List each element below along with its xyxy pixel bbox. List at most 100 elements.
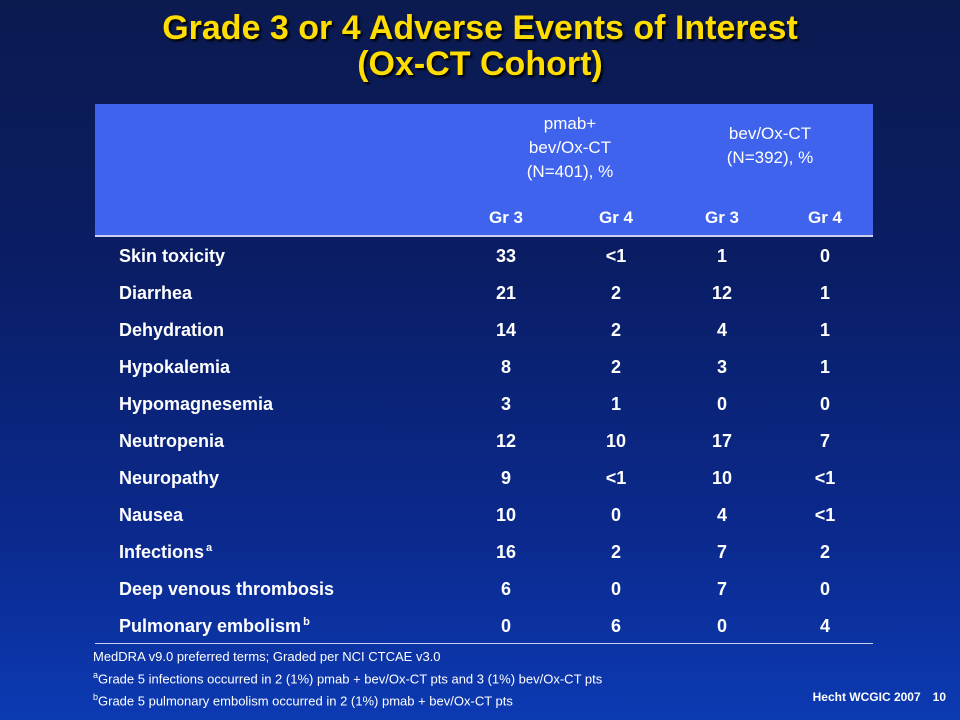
footnote-3-marker: b <box>93 692 99 703</box>
table-row: Neuropathy 9 <1 10 <1 <box>0 462 960 498</box>
table-cell: 2 <box>610 357 621 377</box>
table-cell: 0 <box>610 579 621 599</box>
table-cell: 10 <box>711 468 733 488</box>
group2-line-1: bev/Ox-CT <box>728 124 812 143</box>
table-cell: 1 <box>610 394 621 414</box>
table-cell: 0 <box>819 394 830 414</box>
table-row: Nausea 10 0 4 <1 <box>0 499 960 535</box>
table-cell: 7 <box>716 579 727 599</box>
row-label: Diarrhea <box>119 283 192 304</box>
row-label-text: Hypomagnesemia <box>119 394 274 414</box>
table-cell: 4 <box>819 616 830 636</box>
table-cell: 0 <box>500 616 511 636</box>
group1-line-2: bev/Ox-CT <box>528 138 612 157</box>
table-cell: 7 <box>819 431 830 451</box>
table-cell: 3 <box>500 394 511 414</box>
table-cell: 0 <box>716 616 727 636</box>
row-label-text: Skin toxicity <box>119 246 226 266</box>
footnote-1: MedDRA v9.0 preferred terms; Graded per … <box>93 649 441 664</box>
table-cell: 1 <box>819 320 830 340</box>
row-label-text: Neuropathy <box>119 468 220 488</box>
table-row: Hypokalemia 8 2 3 1 <box>0 351 960 387</box>
slide-footer: Hecht WCGIC 2007 10 <box>801 690 946 704</box>
row-label: Hypomagnesemia <box>119 394 273 415</box>
group1-line-1: pmab+ <box>543 114 597 133</box>
table-row: Neutropenia 12 10 17 7 <box>0 425 960 461</box>
table-cell: 10 <box>495 505 517 525</box>
table-row: Skin toxicity 33 <1 1 0 <box>0 240 960 276</box>
row-label: Skin toxicity <box>119 246 225 267</box>
table-cell: 3 <box>716 357 727 377</box>
table-cell: 16 <box>495 542 517 562</box>
table-row: Hypomagnesemia 3 1 0 0 <box>0 388 960 424</box>
row-label-text: Dehydration <box>119 320 225 340</box>
table-row: Dehydration 14 2 4 1 <box>0 314 960 350</box>
table-cell: 2 <box>610 542 621 562</box>
table-cell: 2 <box>610 283 621 303</box>
title-line-2: (Ox-CT Cohort) <box>357 45 603 83</box>
table-bottom-divider <box>95 643 873 644</box>
header-divider <box>95 235 873 237</box>
table-cell: 14 <box>495 320 517 340</box>
table-cell: 33 <box>495 246 517 266</box>
table-row: Pulmonary embolism b 0 6 0 4 <box>0 610 960 646</box>
subheader-gr3-bev: Gr 3 <box>704 208 740 227</box>
row-label: Neuropathy <box>119 468 219 489</box>
row-label-footnote-marker: a <box>206 542 213 554</box>
table-cell: 2 <box>819 542 830 562</box>
table-row: Deep venous thrombosis 6 0 7 0 <box>0 573 960 609</box>
row-label-text: Infections <box>119 542 205 562</box>
row-label: Pulmonary embolism b <box>119 616 310 637</box>
column-group-pmab: pmab+ bev/Ox-CT (N=401), % <box>455 112 685 184</box>
table-cell: <1 <box>814 468 836 488</box>
footnote-2-marker: a <box>93 670 99 680</box>
title-line-1: Grade 3 or 4 Adverse Events of Interest <box>162 9 798 47</box>
table-cell: 1 <box>819 357 830 377</box>
table-cell: 10 <box>605 431 627 451</box>
table-cell: 21 <box>495 283 517 303</box>
footnote-2-text: Grade 5 infections occurred in 2 (1%) pm… <box>98 671 603 687</box>
group1-line-3: (N=401), % <box>526 162 614 181</box>
table-cell: 17 <box>711 431 733 451</box>
column-group-bev: bev/Ox-CT (N=392), % <box>665 122 875 170</box>
row-label: Hypokalemia <box>119 357 230 378</box>
table-cell: 1 <box>819 283 830 303</box>
table-cell: 4 <box>716 320 727 340</box>
table-cell: 0 <box>716 394 727 414</box>
page-number: 10 <box>932 690 946 704</box>
table-cell: 9 <box>500 468 511 488</box>
table-cell: 0 <box>610 505 621 525</box>
table-cell: 7 <box>716 542 727 562</box>
subheader-gr4-pmab: Gr 4 <box>598 208 634 227</box>
row-label: Dehydration <box>119 320 224 341</box>
group2-line-2: (N=392), % <box>726 148 814 167</box>
row-label-footnote-marker: b <box>303 616 310 628</box>
table-cell: 0 <box>819 579 830 599</box>
row-label-text: Diarrhea <box>119 283 193 303</box>
table-cell: 6 <box>500 579 511 599</box>
table-cell: 12 <box>495 431 517 451</box>
row-label-text: Hypokalemia <box>119 357 231 377</box>
footnote-3-text: Grade 5 pulmonary embolism occurred in 2… <box>98 693 513 709</box>
table-cell: 8 <box>500 357 511 377</box>
slide-title: Grade 3 or 4 Adverse Events of Interest … <box>0 10 960 82</box>
table-cell: <1 <box>814 505 836 525</box>
footer-source: Hecht WCGIC 2007 <box>812 690 921 704</box>
table-row: Infections a 16 2 7 2 <box>0 536 960 572</box>
row-label: Neutropenia <box>119 431 224 452</box>
subheader-gr4-bev: Gr 4 <box>807 208 843 227</box>
table-cell: <1 <box>605 246 627 266</box>
table-cell: 12 <box>711 283 733 303</box>
footnote-2: aGrade 5 infections occurred in 2 (1%) p… <box>93 666 602 688</box>
row-label-text: Neutropenia <box>119 431 225 451</box>
row-label: Infections a <box>119 542 212 563</box>
subheader-gr3-pmab: Gr 3 <box>488 208 524 227</box>
table-cell: 6 <box>610 616 621 636</box>
row-label-text: Deep venous thrombosis <box>119 579 335 599</box>
table-cell: 1 <box>716 246 727 266</box>
row-label-text: Nausea <box>119 505 184 525</box>
table-cell: <1 <box>605 468 627 488</box>
table-cell: 4 <box>716 505 727 525</box>
row-label: Deep venous thrombosis <box>119 579 334 600</box>
footnote-3: bGrade 5 pulmonary embolism occurred in … <box>93 688 602 710</box>
